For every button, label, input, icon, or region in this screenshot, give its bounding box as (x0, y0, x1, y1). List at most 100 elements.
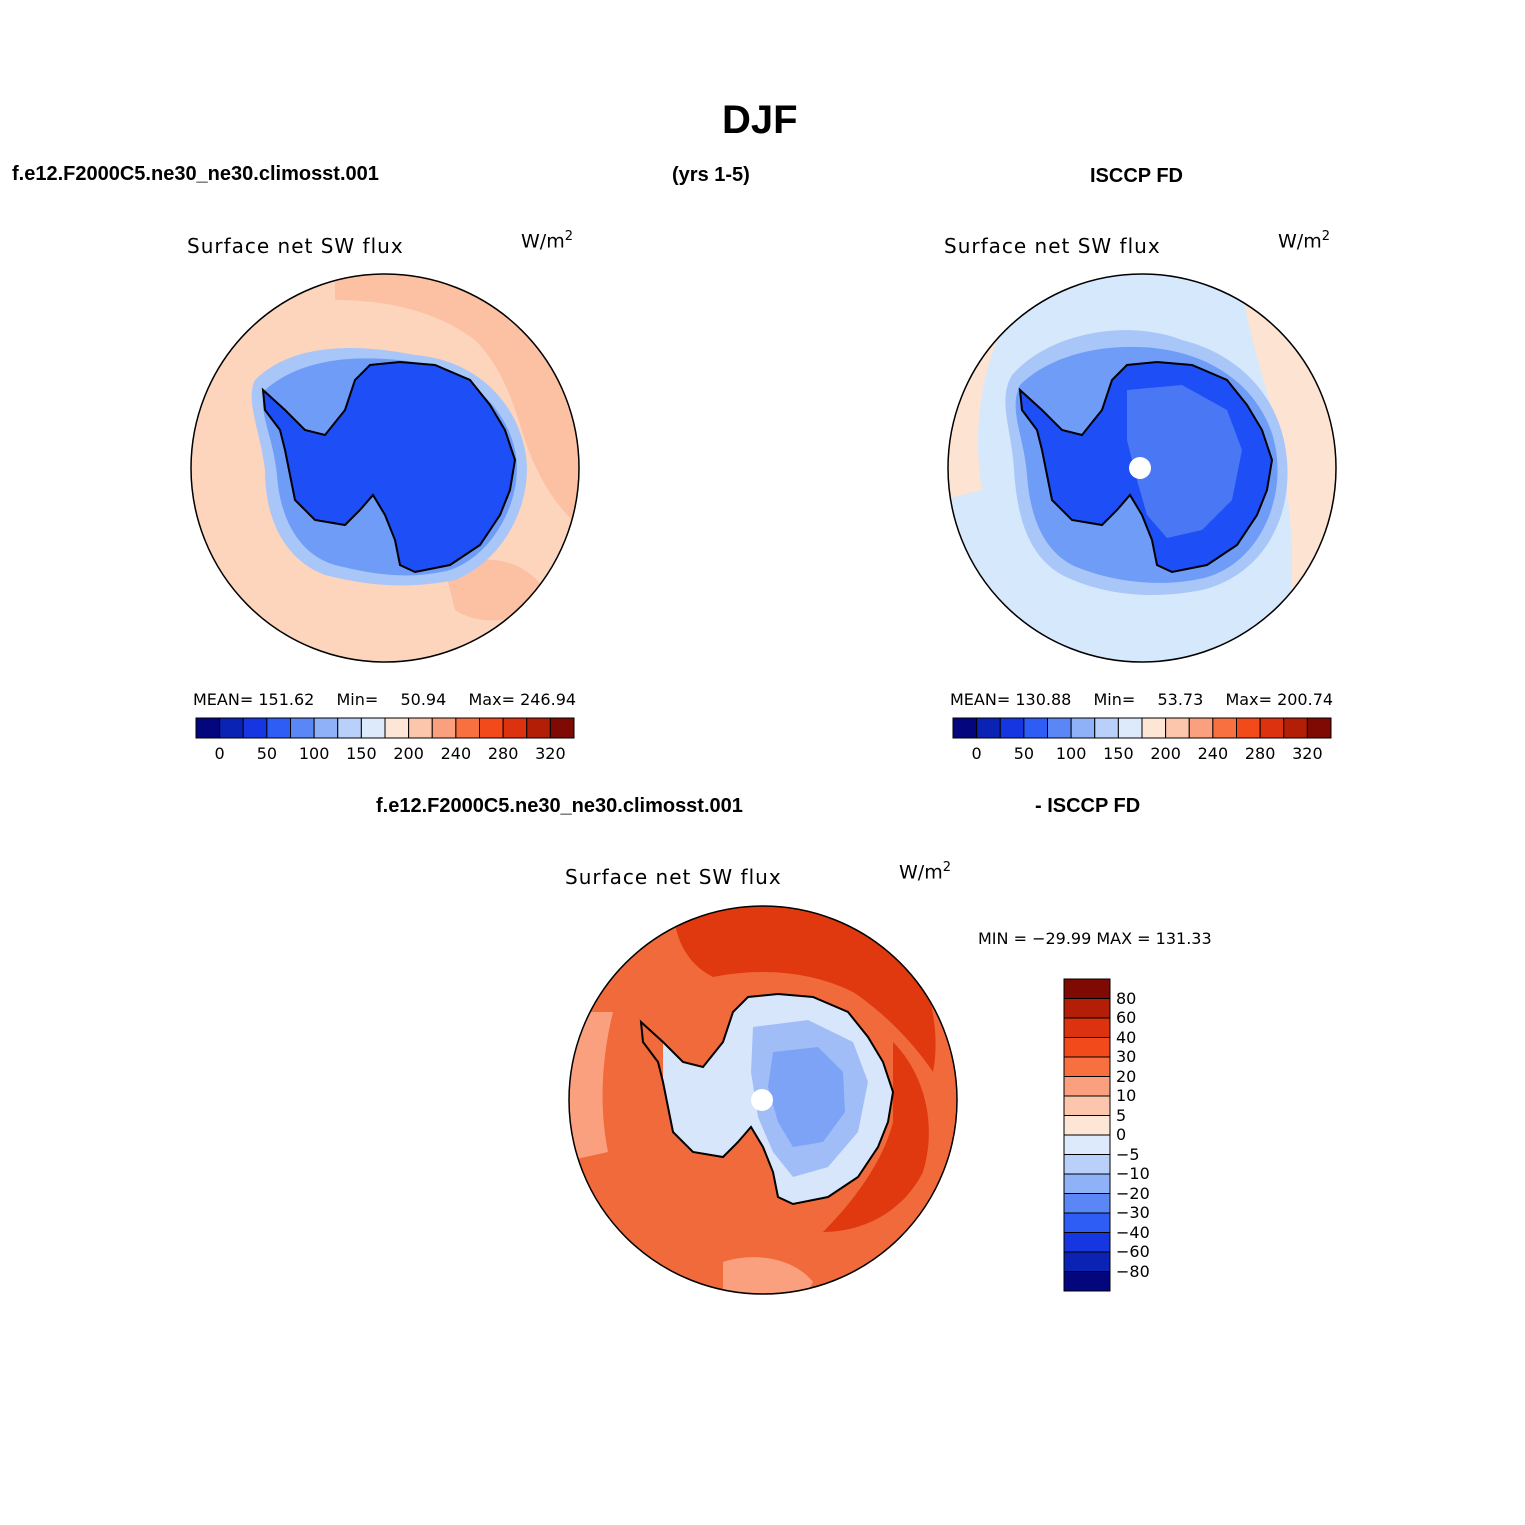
colorbar-swatch (526, 717, 551, 739)
colorbar-tick-label: 240 (1197, 744, 1229, 763)
colorbar-obs (952, 717, 1332, 739)
colorbar-tick-label: 50 (256, 744, 278, 763)
diff-units-exp: 2 (942, 860, 951, 875)
colorbar-swatch (502, 717, 528, 739)
colorbar-swatch (1063, 1193, 1111, 1214)
panel1-units: W/m2 (521, 229, 573, 252)
colorbar-tick-label: −5 (1116, 1144, 1140, 1164)
colorbar-swatch (1117, 717, 1143, 739)
panel2-units: W/m2 (1278, 229, 1330, 252)
colorbar-difference-ticks: 80 60 40 30 20 10 5 0 −5 −10 −20 −30 −40 −60 −80 (1116, 978, 1176, 1292)
map-border (568, 905, 958, 1295)
mean-value: 130.88 (1015, 690, 1072, 709)
colorbar-swatch (1063, 998, 1111, 1019)
colorbar-tick-label: −60 (1116, 1242, 1150, 1261)
colorbar-obs-ticks: 0 50 100 150 200 240 280 320 (952, 744, 1332, 764)
panel2-stats: MEAN= 130.88 Min= 53.73 Max= 200.74 (950, 690, 1333, 709)
ocean-high-east (823, 1042, 929, 1232)
colorbar-tick-label: 5 (1116, 1105, 1127, 1125)
colorbar-swatch (1063, 1095, 1111, 1116)
colorbar-swatch (952, 717, 978, 739)
pole-hole (1129, 457, 1151, 479)
colorbar-swatch (408, 717, 433, 739)
mean-label: MEAN= (193, 690, 254, 709)
map-border (190, 273, 580, 663)
colorbar-swatch (1023, 717, 1048, 739)
colorbar-swatch (1306, 717, 1332, 739)
colorbar-tick-label: 0 (971, 744, 982, 763)
colorbar-swatch (1063, 1134, 1111, 1155)
max-value: 246.94 (520, 690, 577, 709)
colorbar-swatch (1063, 1251, 1111, 1272)
colorbar-tick-label: 40 (1116, 1027, 1137, 1047)
coastline (1018, 360, 1274, 574)
land-interior (1127, 385, 1242, 538)
colorbar-swatch (1063, 1232, 1111, 1253)
colorbar-swatch (479, 717, 504, 739)
colorbar-swatch (999, 717, 1025, 739)
colorbar-swatch (1063, 1154, 1111, 1175)
colorbar-swatch (1165, 717, 1190, 739)
mean-label: MEAN= (950, 690, 1011, 709)
colorbar-tick-label: 200 (1150, 744, 1181, 763)
colorbar-tick-label: 150 (1103, 744, 1134, 763)
colorbar-tick-label: 10 (1116, 1086, 1137, 1105)
panel2-variable: Surface net SW flux (944, 234, 1161, 258)
colorbar-tick-label: −10 (1116, 1164, 1150, 1183)
years-label: (yrs 1-5) (672, 164, 750, 186)
colorbar-tick-label: 60 (1116, 1008, 1137, 1027)
colorbar-swatch (1063, 1212, 1111, 1233)
colorbar-tick-label: 100 (298, 744, 330, 763)
colorbar-swatch (1094, 717, 1119, 739)
colorbar-swatch (337, 717, 362, 739)
colorbar-swatch (1047, 717, 1072, 739)
colorbar-tick-label: 0 (214, 744, 225, 763)
colorbar-swatch (266, 717, 291, 739)
mean-value: 151.62 (258, 690, 315, 709)
colorbar-swatch (1063, 1271, 1111, 1292)
colorbar-tick-label: −20 (1116, 1183, 1150, 1203)
colorbar-swatch (1063, 1037, 1111, 1058)
max-value: 200.74 (1277, 690, 1334, 709)
colorbar-difference (1063, 978, 1111, 1292)
map-difference (568, 905, 958, 1295)
colorbar-tick-label: 20 (1116, 1066, 1137, 1086)
colorbar-swatch (242, 717, 268, 739)
page-title: DJF (722, 98, 798, 142)
colorbar-tick-label: 280 (1244, 744, 1276, 763)
colorbar-tick-label: −40 (1116, 1222, 1150, 1242)
coastline (639, 992, 895, 1206)
panel2-units-exp: 2 (1321, 229, 1330, 244)
colorbar-swatch (455, 717, 480, 739)
min-label: Min= (336, 690, 379, 709)
colorbar-model-ticks: 0 50 100 150 200 240 280 320 (195, 744, 575, 764)
ocean-high (673, 906, 936, 1072)
colorbar-tick-label: −80 (1116, 1261, 1150, 1281)
ocean-low-south (723, 1257, 813, 1294)
colorbar-swatch (1283, 717, 1308, 739)
colorbar-swatch (360, 717, 386, 739)
colorbar-swatch (1063, 1076, 1111, 1097)
diff-variable: Surface net SW flux (565, 865, 782, 889)
map-obs (947, 273, 1337, 663)
min-value: 53.73 (1157, 690, 1204, 709)
colorbar-swatch (313, 717, 339, 739)
colorbar-tick-label: 0 (1116, 1125, 1127, 1144)
colorbar-swatch (976, 717, 1001, 739)
colorbar-tick-label: 320 (1292, 744, 1323, 763)
max-label: Max= (468, 690, 515, 709)
colorbar-swatch (384, 717, 410, 739)
min-value: 50.94 (400, 690, 447, 709)
panel1-stats: MEAN= 151.62 Min= 50.94 Max= 246.94 (193, 690, 576, 709)
panel1-variable: Surface net SW flux (187, 234, 404, 258)
colorbar-tick-label: 200 (393, 744, 424, 763)
max-label: Max= (1225, 690, 1272, 709)
colorbar-swatch (1212, 717, 1237, 739)
colorbar-swatch (290, 717, 315, 739)
colorbar-tick-label: 150 (346, 744, 377, 763)
colorbar-tick-label: 50 (1013, 744, 1035, 763)
case-name: f.e12.F2000C5.ne30_ne30.climosst.001 (12, 163, 379, 185)
antarctica-land (263, 362, 515, 572)
colorbar-model (195, 717, 575, 739)
colorbar-swatch (1236, 717, 1261, 739)
